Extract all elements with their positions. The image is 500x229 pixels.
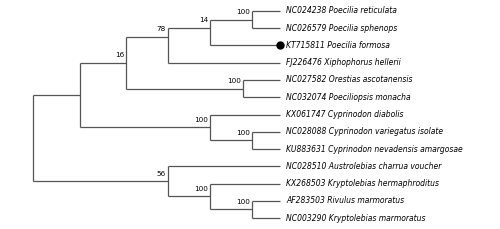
Text: NC028088 Cyprinodon variegatus isolate: NC028088 Cyprinodon variegatus isolate [286, 127, 443, 136]
Text: NC024238 Poecilia reticulata: NC024238 Poecilia reticulata [286, 6, 397, 15]
Text: KX268503 Kryptolebias hermaphroditus: KX268503 Kryptolebias hermaphroditus [286, 179, 439, 188]
Text: KX061747 Cyprinodon diabolis: KX061747 Cyprinodon diabolis [286, 110, 404, 119]
Text: 14: 14 [198, 17, 208, 23]
Text: NC027582 Orestias ascotanensis: NC027582 Orestias ascotanensis [286, 76, 412, 85]
Text: 16: 16 [115, 52, 124, 58]
Text: FJ226476 Xiphophorus hellerii: FJ226476 Xiphophorus hellerii [286, 58, 401, 67]
Text: 100: 100 [194, 186, 208, 192]
Text: 78: 78 [157, 26, 166, 32]
Text: 100: 100 [227, 78, 240, 84]
Text: AF283503 Rivulus marmoratus: AF283503 Rivulus marmoratus [286, 196, 404, 205]
Text: 100: 100 [194, 117, 208, 123]
Text: NC028510 Austrolebias charrua voucher: NC028510 Austrolebias charrua voucher [286, 162, 442, 171]
Text: 100: 100 [236, 199, 250, 205]
Text: KU883631 Cyprinodon nevadensis amargosae: KU883631 Cyprinodon nevadensis amargosae [286, 144, 463, 153]
Text: 100: 100 [236, 130, 250, 136]
Text: NC032074 Poeciliopsis monacha: NC032074 Poeciliopsis monacha [286, 93, 410, 102]
Text: NC003290 Kryptolebias marmoratus: NC003290 Kryptolebias marmoratus [286, 214, 426, 223]
Text: 100: 100 [236, 9, 250, 15]
Text: KT715811 Poecilia formosa: KT715811 Poecilia formosa [286, 41, 390, 50]
Text: 56: 56 [157, 171, 166, 177]
Text: NC026579 Poecilia sphenops: NC026579 Poecilia sphenops [286, 24, 397, 33]
